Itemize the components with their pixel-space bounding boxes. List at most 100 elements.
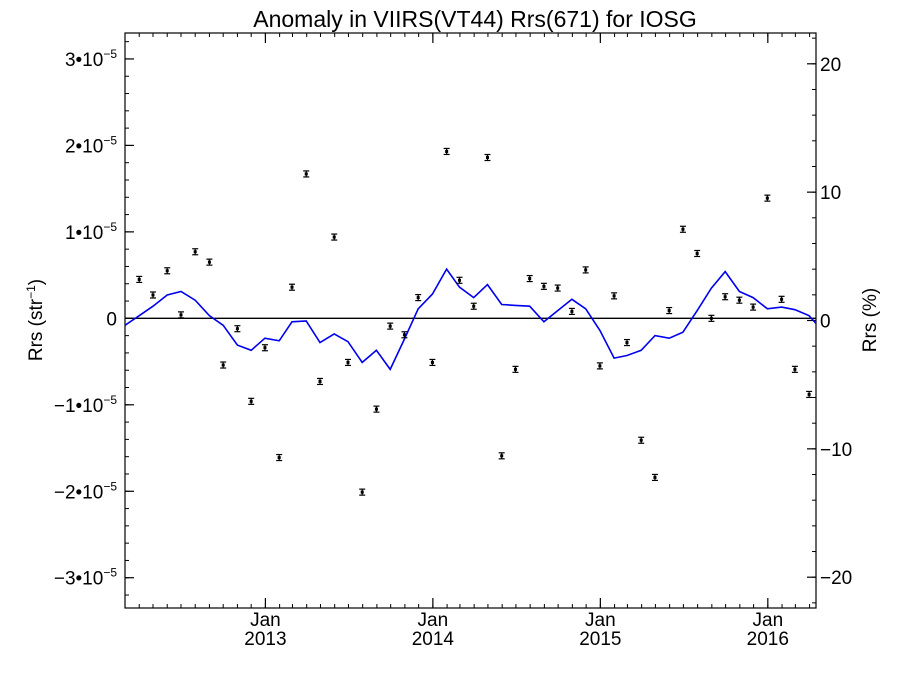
data-point <box>220 361 227 369</box>
data-point <box>429 358 436 367</box>
left-tick-label-exponent: −5 <box>103 566 117 580</box>
left-tick-label-exponent: −5 <box>103 393 117 407</box>
left-tick-label-mantissa: −1•10 <box>54 396 103 417</box>
point-marker <box>290 285 294 289</box>
data-point <box>387 322 394 330</box>
data-point <box>276 453 283 462</box>
data-point <box>498 452 505 460</box>
left-tick-label: 0 <box>106 309 117 330</box>
point-marker <box>570 309 574 313</box>
data-point <box>344 358 351 367</box>
point-marker <box>207 260 211 264</box>
data-point <box>791 365 798 373</box>
point-marker <box>346 360 350 364</box>
point-marker <box>457 278 461 282</box>
data-point <box>722 293 729 301</box>
data-point <box>359 488 366 496</box>
data-point <box>248 397 255 405</box>
data-point <box>289 283 296 291</box>
left-tick-label: −2•10−5 <box>54 479 117 503</box>
left-tick-label: 3•10−5 <box>65 47 117 71</box>
right-tick-label: 10 <box>820 183 841 204</box>
point-marker <box>402 333 406 337</box>
left-tick-label-exponent: −5 <box>103 479 117 493</box>
data-point <box>540 282 547 290</box>
left-tick-label-mantissa: 1•10 <box>65 223 103 244</box>
point-marker <box>667 309 671 313</box>
point-marker <box>332 235 336 239</box>
x-tick-year: 2015 <box>579 629 621 650</box>
point-marker <box>263 346 267 350</box>
data-point <box>526 274 533 283</box>
data-point <box>623 338 630 347</box>
data-point <box>192 248 199 256</box>
point-marker <box>780 297 784 301</box>
left-tick-label-mantissa: 0 <box>106 309 117 330</box>
point-marker <box>653 475 657 479</box>
point-marker <box>765 196 769 200</box>
point-marker <box>388 324 392 328</box>
right-tick-label: 0 <box>820 312 831 333</box>
data-point <box>736 296 743 304</box>
point-marker <box>737 298 741 302</box>
left-tick-label: 2•10−5 <box>65 133 117 157</box>
x-tick-month: Jan <box>585 610 616 631</box>
point-marker <box>500 454 504 458</box>
point-marker <box>221 363 225 367</box>
left-tick-label: −3•10−5 <box>54 566 117 590</box>
point-marker <box>485 156 489 160</box>
data-point <box>136 275 143 284</box>
data-point <box>611 292 618 300</box>
left-axis-label-sup: −1 <box>24 285 38 299</box>
point-marker <box>807 392 811 396</box>
point-marker <box>430 360 434 364</box>
right-y-axis: 20 10 0 −10 −20 <box>807 37 852 604</box>
data-point <box>470 302 477 310</box>
point-marker <box>709 316 713 320</box>
data-point <box>373 405 380 413</box>
data-point <box>164 267 171 275</box>
data-point <box>582 266 589 274</box>
left-tick-label-exponent: −5 <box>103 47 117 61</box>
point-marker <box>556 286 560 290</box>
point-marker <box>513 367 517 371</box>
left-tick-label-mantissa: 3•10 <box>65 50 103 71</box>
data-point <box>401 331 408 339</box>
left-tick-label-mantissa: 2•10 <box>65 136 103 157</box>
point-marker <box>723 295 727 299</box>
point-marker <box>472 304 476 308</box>
point-marker <box>542 284 546 288</box>
left-tick-label: 1•10−5 <box>65 220 117 244</box>
data-point <box>415 293 422 302</box>
right-axis-label: Rrs (%) <box>860 288 881 352</box>
data-point <box>750 303 757 311</box>
data-point <box>651 473 658 482</box>
left-tick-label-mantissa: −2•10 <box>54 482 103 503</box>
left-tick-label-exponent: −5 <box>103 220 117 234</box>
right-tick-label: −10 <box>820 440 852 461</box>
point-marker <box>374 407 378 411</box>
left-axis-label: Rrs (str−1) <box>24 279 47 361</box>
anomaly-points <box>136 147 813 496</box>
point-marker <box>304 172 308 176</box>
data-point <box>456 276 463 284</box>
data-point <box>679 225 686 233</box>
point-marker <box>612 294 616 298</box>
point-marker <box>360 490 364 494</box>
data-point <box>708 314 715 322</box>
chart-title: Anomaly in VIIRS(VT44) Rrs(671) for IOSG <box>253 6 697 32</box>
data-point <box>764 194 771 202</box>
point-marker <box>598 364 602 368</box>
data-point <box>694 249 701 258</box>
left-axis-label-end: ) <box>26 279 47 285</box>
left-y-axis: 3•10−52•10−51•10−50−1•10−5−2•10−5−3•10−5 <box>54 41 134 596</box>
data-point <box>512 365 519 373</box>
data-point <box>806 390 813 399</box>
x-tick-month: Jan <box>418 610 449 631</box>
x-tick-month: Jan <box>250 610 281 631</box>
data-point <box>443 147 450 156</box>
data-point <box>149 291 156 299</box>
left-tick-label: −1•10−5 <box>54 393 117 417</box>
x-tick-year: 2013 <box>244 629 286 650</box>
